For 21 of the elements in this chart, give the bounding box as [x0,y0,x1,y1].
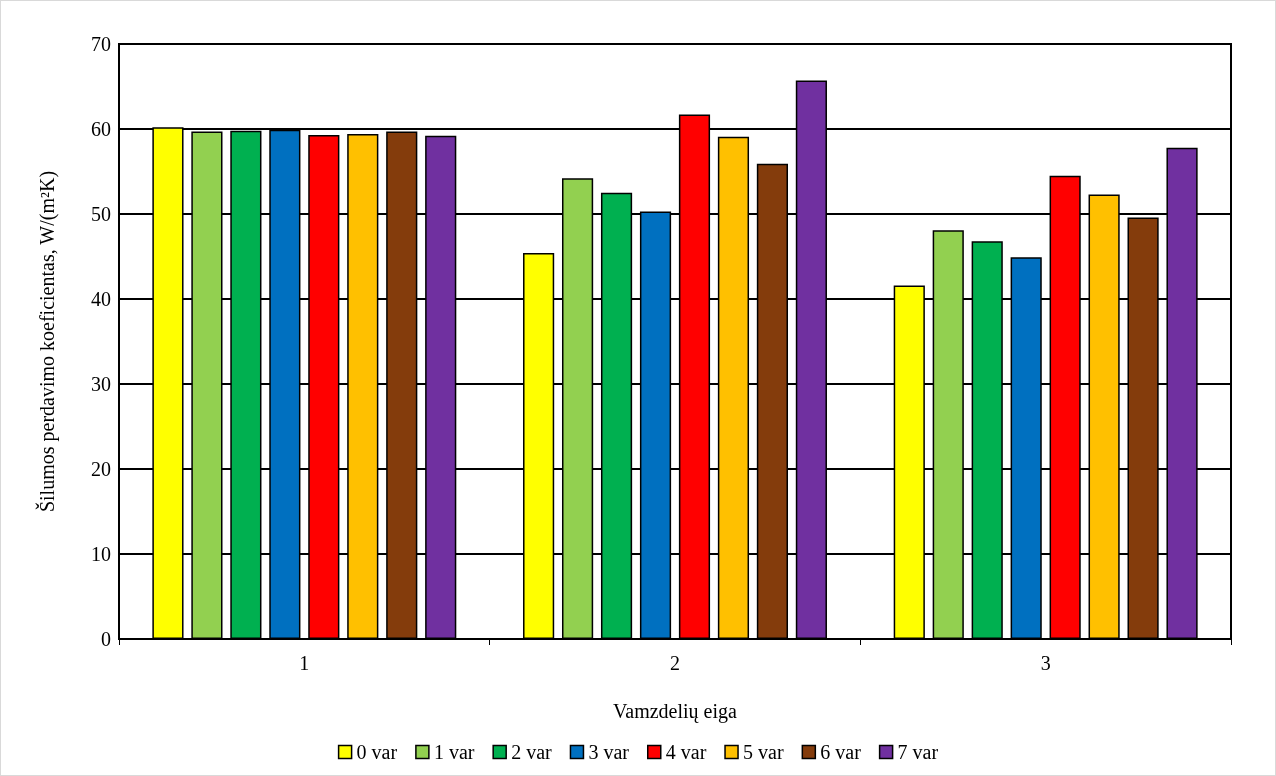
legend-label: 5 var [743,741,784,763]
x-tick-label: 2 [670,652,680,674]
y-tick-label: 0 [101,628,111,650]
legend-label: 7 var [897,741,939,763]
legend-label: 0 var [356,741,398,763]
y-axis-title: Šilumos perdavimo koeficientas, W/(m²K) [35,170,59,513]
y-tick-label: 20 [91,458,111,480]
legend-label: 1 var [433,741,475,763]
x-tick-label: 3 [1040,652,1051,674]
legend-label: 2 var [511,741,553,763]
x-axis-title: Vamzdelių eiga [613,700,738,723]
y-tick-label: 60 [91,118,111,140]
legend-label: 4 var [665,741,707,763]
legend-label: 6 var [820,741,862,763]
y-tick-label: 10 [91,543,111,565]
legend-label: 3 var [588,741,630,763]
y-tick-label: 30 [91,373,111,395]
y-tick-label: 40 [91,288,111,310]
x-tick-label: 1 [299,652,310,674]
y-tick-label: 70 [91,33,111,55]
y-tick-label: 50 [91,203,111,225]
